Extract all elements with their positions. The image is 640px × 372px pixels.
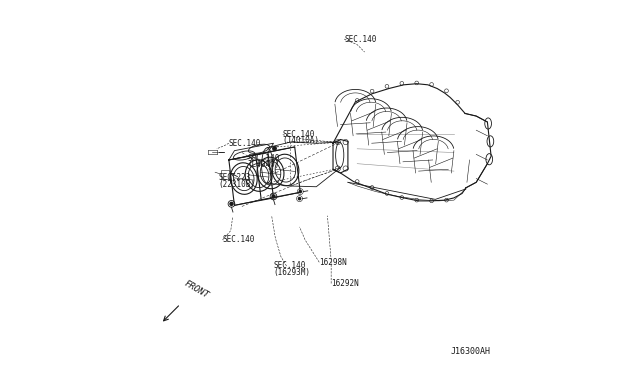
Text: SEC.140: SEC.140	[248, 154, 280, 163]
Text: 16298N: 16298N	[319, 258, 347, 267]
Text: (16293M): (16293M)	[273, 268, 310, 277]
Text: SEC.140: SEC.140	[273, 262, 306, 270]
Text: (22310B): (22310B)	[219, 180, 256, 189]
Text: SEC.140: SEC.140	[283, 130, 315, 139]
Text: SEC.140: SEC.140	[344, 35, 376, 44]
Text: J16300AH: J16300AH	[451, 347, 490, 356]
Circle shape	[230, 202, 233, 205]
Text: SEC.223: SEC.223	[219, 173, 251, 182]
Text: 16292N: 16292N	[331, 279, 359, 288]
Text: SEC.140: SEC.140	[229, 139, 261, 148]
Circle shape	[298, 198, 301, 200]
Text: FRONT: FRONT	[182, 279, 210, 300]
Circle shape	[299, 190, 301, 193]
Circle shape	[272, 195, 275, 198]
Text: (J4010A): (J4010A)	[283, 137, 320, 145]
Text: (L4040): (L4040)	[248, 160, 280, 169]
Text: SEC.140: SEC.140	[223, 235, 255, 244]
